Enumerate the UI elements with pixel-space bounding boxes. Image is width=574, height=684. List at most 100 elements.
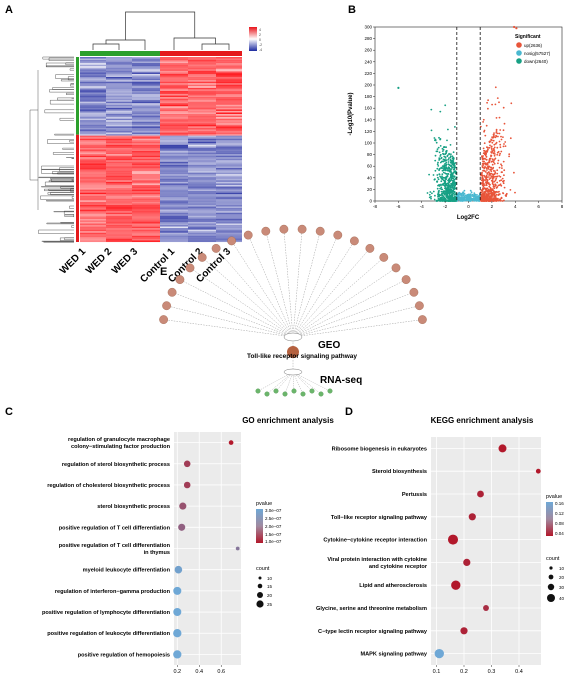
heatmap-cell bbox=[216, 73, 242, 76]
volcano-point-down bbox=[440, 199, 443, 201]
heatmap-cell bbox=[160, 63, 188, 65]
heatmap-cell bbox=[132, 101, 160, 104]
heatmap-cell bbox=[188, 205, 216, 207]
heatmap-cell bbox=[216, 57, 242, 59]
heatmap-cell bbox=[188, 124, 216, 127]
volcano-point-down bbox=[455, 200, 457, 202]
volcano-point-down bbox=[445, 146, 447, 149]
volcano-point-down bbox=[439, 145, 442, 147]
gene-node-geo bbox=[162, 301, 172, 311]
network-edge bbox=[292, 229, 303, 338]
heatmap-cell bbox=[188, 78, 216, 81]
go-x-tick-label: 0.4 bbox=[195, 669, 203, 675]
volcano-point-up bbox=[494, 192, 497, 194]
heatmap-cell bbox=[132, 231, 160, 233]
kegg-point bbox=[535, 468, 541, 474]
heatmap-cell bbox=[80, 138, 106, 141]
volcano-point-down bbox=[451, 155, 454, 158]
heatmap-cell bbox=[80, 61, 106, 64]
heatmap-cell bbox=[160, 161, 188, 164]
heatmap-cell bbox=[216, 144, 242, 147]
go-category-label: positive regulation of lymphocyte differ… bbox=[42, 610, 171, 616]
volcano-point-up bbox=[482, 160, 484, 163]
volcano-point-up bbox=[492, 170, 495, 172]
heatmap-cell bbox=[80, 101, 106, 104]
heatmap-cell bbox=[80, 180, 106, 182]
volcano-y-tick-label: 140 bbox=[364, 117, 372, 122]
volcano-point-up bbox=[493, 132, 495, 135]
heatmap-cell bbox=[160, 60, 188, 62]
heatmap-legend-tick-3: -2 bbox=[259, 43, 262, 47]
volcano-point-up bbox=[494, 103, 497, 106]
volcano-point-down bbox=[445, 177, 448, 179]
heatmap-cell bbox=[106, 112, 132, 115]
heatmap-cell bbox=[106, 124, 132, 127]
heatmap-cell bbox=[188, 138, 216, 141]
volcano-point-up bbox=[485, 158, 488, 161]
heatmap-cell bbox=[188, 164, 216, 167]
heatmap-cell bbox=[80, 123, 106, 125]
kegg-legend-size-tick-0: 10 bbox=[559, 566, 565, 571]
network-edges bbox=[163, 229, 423, 395]
go-category-label: regulation of cholesterol biosynthetic p… bbox=[47, 483, 170, 489]
volcano-point-up bbox=[493, 135, 495, 138]
heatmap-cell bbox=[80, 135, 106, 138]
heatmap-cell bbox=[106, 221, 132, 224]
volcano-point-up bbox=[481, 158, 484, 161]
heatmap-cell bbox=[106, 61, 132, 64]
group-bar-control bbox=[160, 51, 242, 56]
kegg-x-tick-label: 0.2 bbox=[460, 669, 468, 675]
heatmap-cell bbox=[216, 163, 242, 165]
heatmap-cell bbox=[216, 168, 242, 170]
heatmap-cell bbox=[188, 234, 216, 236]
volcano-point-up bbox=[492, 139, 495, 142]
network-edge bbox=[215, 248, 294, 338]
kegg-category-labels: Ribosome biogenesis in eukaryotes Steroid… bbox=[316, 446, 428, 657]
go-category-label: regulation of granulocyte macrophage colo… bbox=[68, 437, 171, 450]
heatmap-cell bbox=[160, 215, 188, 218]
volcano-point-down bbox=[452, 191, 455, 193]
heatmap-cell bbox=[106, 149, 132, 152]
volcano-point-nosig bbox=[471, 195, 474, 198]
volcano-point-down bbox=[452, 160, 455, 163]
volcano-point-down bbox=[441, 178, 444, 181]
go-category-label: myeloid leukocyte differentiation bbox=[83, 568, 171, 574]
heatmap-cell bbox=[80, 115, 106, 118]
heatmap-cell bbox=[106, 115, 132, 118]
volcano-point-down bbox=[451, 180, 454, 182]
heatmap-cell bbox=[216, 225, 242, 227]
row-dendrogram-lines bbox=[29, 56, 74, 243]
volcano-point-nosig bbox=[470, 191, 473, 194]
heatmap-cell bbox=[80, 140, 106, 142]
volcano-legend-title: Significant bbox=[515, 34, 541, 40]
volcano-point-down bbox=[448, 167, 451, 170]
volcano-point-down bbox=[426, 192, 429, 194]
heatmap-cell bbox=[188, 200, 216, 202]
volcano-point-up bbox=[481, 166, 484, 169]
volcano-point-up bbox=[480, 182, 483, 185]
kegg-x-ticks: 0.1 0.2 0.3 0.4 bbox=[433, 665, 523, 675]
heatmap-cell bbox=[132, 240, 160, 243]
heatmap-cell bbox=[106, 137, 132, 139]
heatmap-cell bbox=[80, 103, 106, 105]
heatmap-cell bbox=[188, 228, 216, 230]
heatmap-cell bbox=[216, 97, 242, 99]
volcano-point-up bbox=[493, 146, 496, 149]
heatmap-cell bbox=[132, 89, 160, 91]
heatmap-cell bbox=[188, 127, 216, 130]
heatmap-cell bbox=[106, 209, 132, 212]
heatmap-cell bbox=[216, 112, 242, 115]
gene-node-rnaseq bbox=[291, 388, 297, 394]
heatmap-cell bbox=[80, 126, 106, 128]
volcano-point-down bbox=[447, 191, 450, 193]
volcano-point-up bbox=[485, 177, 487, 180]
heatmap-cell bbox=[132, 137, 160, 139]
heatmap-cell bbox=[160, 211, 188, 213]
heatmap-cell bbox=[80, 191, 106, 193]
heatmap-cell bbox=[106, 73, 132, 76]
heatmap-cell bbox=[216, 201, 242, 204]
heatmap-cell bbox=[132, 178, 160, 181]
volcano-point-up bbox=[493, 143, 496, 146]
volcano-point-down bbox=[430, 129, 433, 132]
heatmap-cell bbox=[188, 183, 216, 186]
